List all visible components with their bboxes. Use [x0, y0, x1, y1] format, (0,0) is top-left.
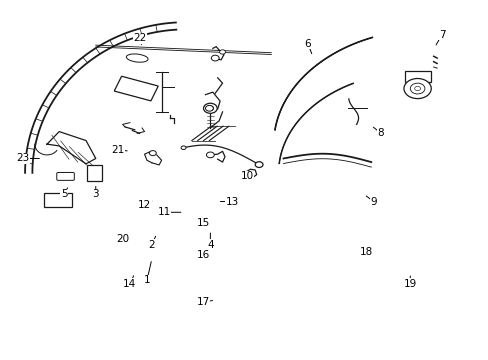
- Text: 7: 7: [438, 30, 445, 40]
- Text: 3: 3: [92, 189, 99, 199]
- Text: 22: 22: [133, 33, 146, 43]
- Text: 12: 12: [138, 200, 151, 210]
- Text: 16: 16: [196, 250, 209, 260]
- Polygon shape: [114, 76, 158, 101]
- Circle shape: [181, 146, 185, 149]
- Text: 11: 11: [157, 207, 170, 217]
- Circle shape: [414, 86, 420, 91]
- Text: 1: 1: [143, 275, 150, 285]
- Circle shape: [219, 50, 225, 54]
- Text: 8: 8: [377, 129, 384, 138]
- Text: 20: 20: [116, 234, 129, 244]
- Circle shape: [403, 78, 430, 99]
- Text: 14: 14: [123, 279, 136, 289]
- Text: 5: 5: [61, 189, 67, 199]
- Circle shape: [206, 152, 214, 158]
- FancyBboxPatch shape: [43, 193, 72, 207]
- Circle shape: [203, 103, 217, 113]
- Circle shape: [206, 106, 213, 111]
- Ellipse shape: [126, 54, 148, 62]
- Circle shape: [255, 162, 263, 167]
- Text: 18: 18: [359, 247, 372, 257]
- Text: 23: 23: [16, 153, 29, 163]
- FancyBboxPatch shape: [87, 165, 102, 181]
- FancyBboxPatch shape: [405, 71, 430, 82]
- Text: 9: 9: [369, 197, 376, 207]
- Text: 13: 13: [225, 197, 239, 207]
- Text: 4: 4: [206, 239, 213, 249]
- Text: 2: 2: [148, 239, 155, 249]
- Text: 15: 15: [196, 218, 209, 228]
- Text: 6: 6: [304, 39, 310, 49]
- Circle shape: [205, 105, 213, 111]
- Circle shape: [211, 55, 219, 61]
- Text: 21: 21: [111, 144, 124, 154]
- Text: 19: 19: [403, 279, 416, 289]
- Text: 10: 10: [240, 171, 253, 181]
- Circle shape: [409, 83, 424, 94]
- Circle shape: [149, 150, 156, 156]
- Text: 17: 17: [196, 297, 209, 307]
- FancyBboxPatch shape: [57, 172, 74, 180]
